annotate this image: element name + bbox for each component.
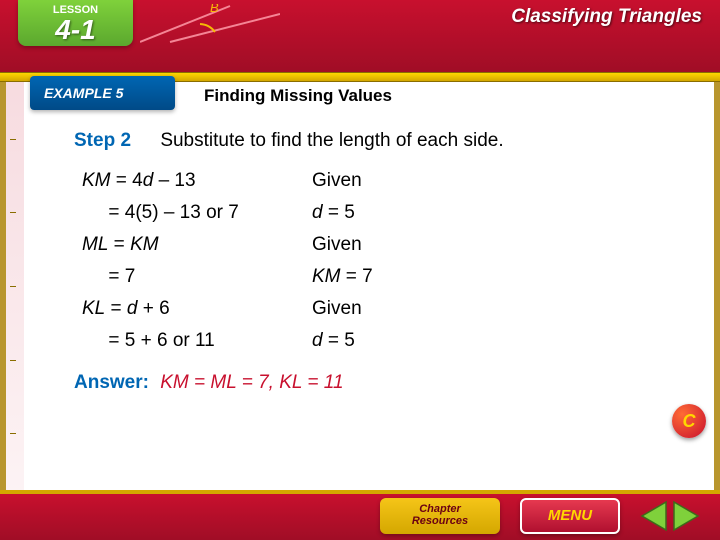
equation-left: = 5 + 6 or 11 (82, 330, 312, 352)
answer-label: Answer: (74, 372, 149, 393)
equation-left: = 4(5) – 13 or 7 (82, 202, 312, 224)
example-tab: EXAMPLE 5 (30, 76, 175, 110)
slide-title: Finding Missing Values (204, 86, 392, 106)
equation-left: ML = KM (82, 234, 312, 256)
footer-bar: Chapter Resources MENU (0, 490, 720, 540)
slide-content: Step 2 Substitute to find the length of … (74, 130, 684, 394)
equation-left: KL = d + 6 (82, 298, 312, 320)
equation-left: KM = 4d – 13 (82, 170, 312, 192)
step-line: Step 2 Substitute to find the length of … (74, 130, 684, 152)
example-label: EXAMPLE 5 (44, 85, 123, 101)
ruler-marks-icon (10, 102, 18, 470)
header-bar: LESSON 4-1 B Classifying Triangles (0, 0, 720, 72)
chapter-resources-button[interactable]: Chapter Resources (380, 498, 500, 534)
equations-table: KM = 4d – 13Given = 4(5) – 13 or 7d = 5M… (82, 170, 684, 352)
chapter-title: Classifying Triangles (511, 6, 702, 28)
chapter-resources-l2: Resources (380, 515, 500, 527)
menu-button[interactable]: MENU (520, 498, 620, 534)
equation-left: = 7 (82, 266, 312, 288)
equation-row: ML = KMGiven (82, 234, 684, 256)
lesson-number: 4-1 (18, 16, 133, 44)
triangle-diagram-icon: B (140, 4, 280, 44)
diagram-point-label: B (210, 4, 219, 15)
answer-text: KM = ML = 7, KL = 11 (160, 372, 343, 393)
answer-line: Answer: KM = ML = 7, KL = 11 (74, 372, 684, 394)
equation-row: KM = 4d – 13Given (82, 170, 684, 192)
step-text: Substitute to find the length of each si… (160, 130, 503, 151)
equation-right: d = 5 (312, 330, 355, 352)
chapter-resources-l1: Chapter (380, 503, 500, 515)
equation-right: KM = 7 (312, 266, 373, 288)
equation-row: = 7KM = 7 (82, 266, 684, 288)
equation-right: d = 5 (312, 202, 355, 224)
lesson-tab: LESSON 4-1 (18, 0, 133, 46)
equation-row: KL = d + 6Given (82, 298, 684, 320)
content-panel: EXAMPLE 5 Finding Missing Values Step 2 … (0, 82, 720, 490)
equation-row: = 5 + 6 or 11d = 5 (82, 330, 684, 352)
step-label: Step 2 (74, 130, 131, 151)
next-arrow-icon[interactable] (672, 500, 702, 532)
equation-right: Given (312, 298, 362, 320)
corner-badge: C (672, 404, 706, 438)
equation-row: = 4(5) – 13 or 7d = 5 (82, 202, 684, 224)
nav-arrows (638, 500, 702, 532)
equation-right: Given (312, 170, 362, 192)
prev-arrow-icon[interactable] (638, 500, 668, 532)
equation-right: Given (312, 234, 362, 256)
